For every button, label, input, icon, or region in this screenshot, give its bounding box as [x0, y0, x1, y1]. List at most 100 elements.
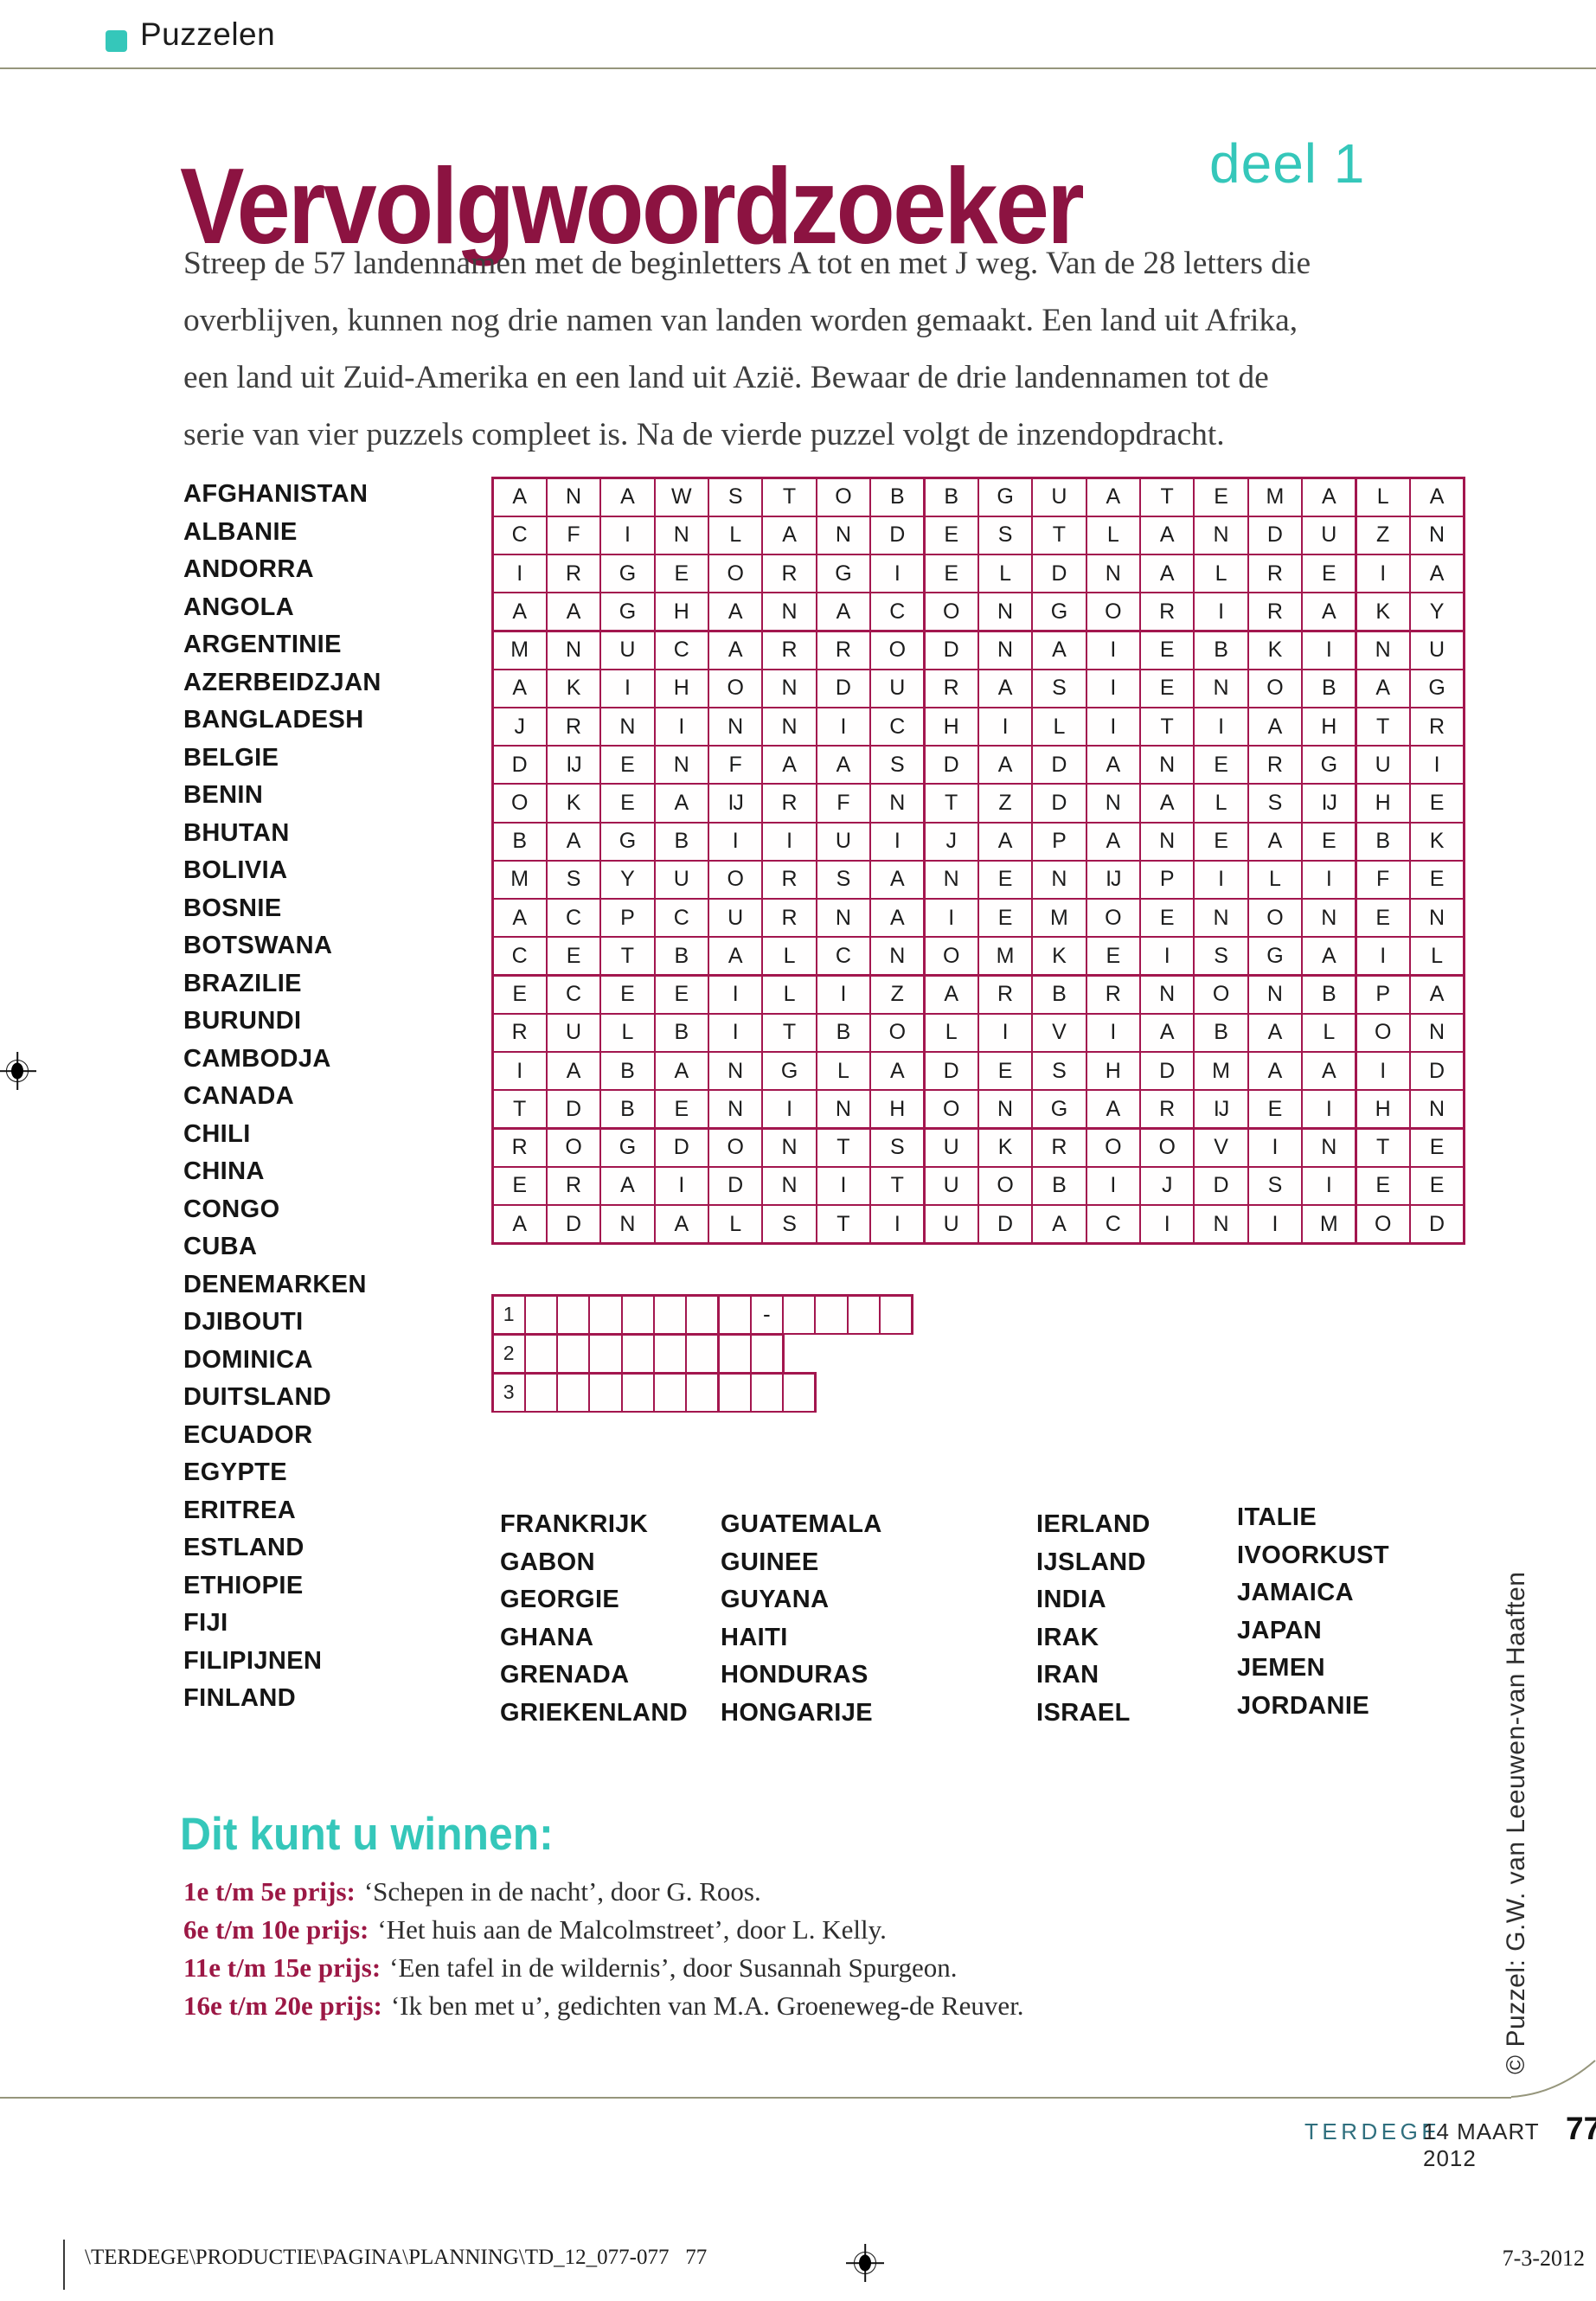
grid-cell: T [1141, 708, 1194, 746]
grid-cell: L [1086, 516, 1139, 554]
intro-line: serie van vier puzzels compleet is. Na d… [183, 417, 1225, 452]
country-item: BOTSWANA [183, 932, 333, 959]
grid-cell: H [655, 593, 708, 631]
grid-cell: N [601, 1206, 654, 1243]
grid-cell: I [763, 1091, 816, 1128]
grid-cell: O [1141, 1129, 1194, 1166]
grid-cell: O [978, 1167, 1032, 1204]
word-column-4: ITALIE IVOORKUST JAMAICA JAPAN JEMEN JORDANIE [1237, 1499, 1389, 1725]
grid-cell: E [925, 516, 977, 554]
grid-cell: E [978, 900, 1032, 937]
grid-cell: G [978, 478, 1032, 516]
grid-cell: I [1356, 938, 1409, 975]
grid-cell: I [1195, 593, 1247, 631]
country-item: ETHIOPIE [183, 1571, 304, 1599]
country-item: FRANKRIJK [500, 1510, 649, 1538]
grid-cell: U [709, 900, 762, 937]
grid-cell: R [817, 631, 870, 669]
grid-cell: E [1086, 938, 1139, 975]
grid-cell: L [925, 1014, 977, 1051]
grid-cell: I [1356, 555, 1409, 593]
grid-cell: K [1248, 631, 1302, 669]
intro-line: Streep de 57 landennamen met de beginlet… [183, 246, 1311, 281]
grid-cell: A [1303, 938, 1356, 975]
grid-cell: H [1356, 1091, 1409, 1128]
country-item: INDIA [1036, 1586, 1106, 1613]
grid-cell: I [925, 900, 977, 937]
country-item: ECUADOR [183, 1420, 313, 1449]
grid-cell: O [547, 1129, 600, 1166]
grid-cell: A [655, 1206, 708, 1243]
footer-rule-curve [1511, 2060, 1596, 2098]
country-item: BOLIVIA [183, 856, 288, 884]
grid-cell: I [1141, 1206, 1194, 1243]
grid-cell: N [1195, 516, 1247, 554]
prize-item: 6e t/m 10e prijs: ‘Het huis aan de Malcol… [183, 1911, 1024, 1949]
grid-cell: D [655, 1129, 708, 1166]
footer-magazine-name: TERDEGE [1304, 2118, 1441, 2144]
grid-cell: O [925, 938, 977, 975]
grid-cell: T [925, 785, 977, 822]
grid-cell: R [1086, 976, 1139, 1013]
grid-cell: S [547, 861, 600, 898]
grid-cell: E [1248, 1091, 1302, 1128]
grid-cell: A [978, 670, 1032, 707]
grid-cell: A [547, 593, 600, 631]
grid-cell: U [925, 1129, 977, 1166]
answer-row-label: 1 [493, 1296, 524, 1333]
grid-cell: B [1303, 670, 1356, 707]
country-item: IERLAND [1036, 1510, 1151, 1538]
country-item: BOSNIE [183, 894, 282, 922]
answer-row: 3 [491, 1372, 817, 1413]
grid-cell: B [655, 938, 708, 975]
country-item: BRAZILIE [183, 969, 302, 997]
country-item: BELGIE [183, 743, 279, 772]
grid-cell: K [1410, 823, 1464, 860]
grid-cell: D [978, 1206, 1032, 1243]
grid-cell: F [1356, 861, 1409, 898]
answer-cell [880, 1296, 912, 1333]
grid-cell: L [1303, 1014, 1356, 1051]
registration-mark-icon [0, 1052, 36, 1090]
grid-cell: I [1303, 861, 1356, 898]
grid-cell: N [1410, 900, 1464, 937]
country-item: DOMINICA [183, 1345, 313, 1374]
grid-cell: I [493, 1053, 546, 1090]
grid-cell: U [655, 861, 708, 898]
grid-cell: R [493, 1014, 546, 1051]
grid-cell: T [493, 1091, 546, 1128]
grid-cell: S [763, 1206, 816, 1243]
grid-cell: E [1303, 555, 1356, 593]
grid-cell: G [601, 555, 654, 593]
grid-cell: L [817, 1053, 870, 1090]
answer-cell [719, 1335, 750, 1372]
grid-cell: A [763, 747, 816, 784]
grid-cell: I [817, 976, 870, 1013]
grid-cell: A [493, 593, 546, 631]
country-item: IJSLAND [1036, 1548, 1146, 1576]
grid-cell: E [655, 1091, 708, 1128]
country-item: GUYANA [721, 1586, 830, 1613]
grid-cell: M [493, 861, 546, 898]
grid-cell: N [763, 1129, 816, 1166]
grid-cell: C [871, 593, 924, 631]
grid-cell: M [978, 938, 1032, 975]
grid-cell: S [1248, 1167, 1302, 1204]
country-item: GRENADA [500, 1661, 630, 1689]
grid-cell: A [817, 747, 870, 784]
grid-cell: L [709, 516, 762, 554]
grid-cell: L [1033, 708, 1086, 746]
grid-cell: Y [1410, 593, 1464, 631]
grid-cell: B [1303, 976, 1356, 1013]
grid-cell: R [763, 631, 816, 669]
word-column-2: GUATEMALA GUINEE GUYANA HAITI HONDURAS HONGAR… [721, 1506, 882, 1732]
grid-cell: L [1410, 938, 1464, 975]
grid-cell: A [655, 1053, 708, 1090]
grid-cell: I [1356, 1053, 1409, 1090]
grid-cell: I [817, 1167, 870, 1204]
grid-cell: A [493, 900, 546, 937]
grid-cell: A [1141, 516, 1194, 554]
grid-cell: N [601, 708, 654, 746]
country-item: DJIBOUTI [183, 1308, 304, 1336]
grid-cell: N [817, 1091, 870, 1128]
